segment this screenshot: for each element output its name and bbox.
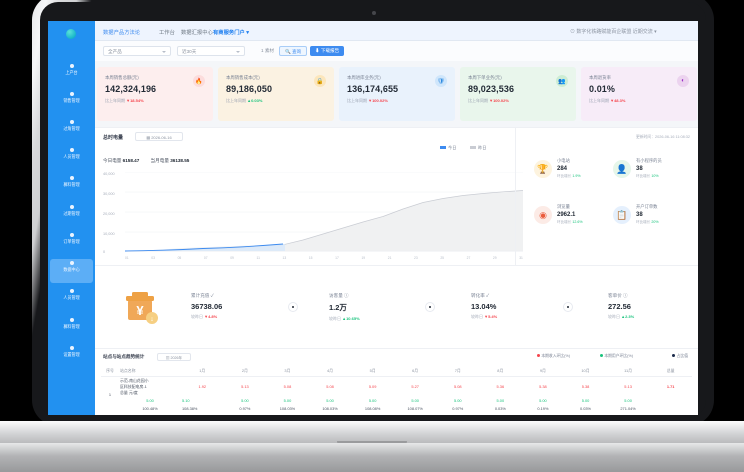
svg-text:↓: ↓ — [150, 316, 154, 323]
svg-text:¥: ¥ — [136, 303, 144, 318]
